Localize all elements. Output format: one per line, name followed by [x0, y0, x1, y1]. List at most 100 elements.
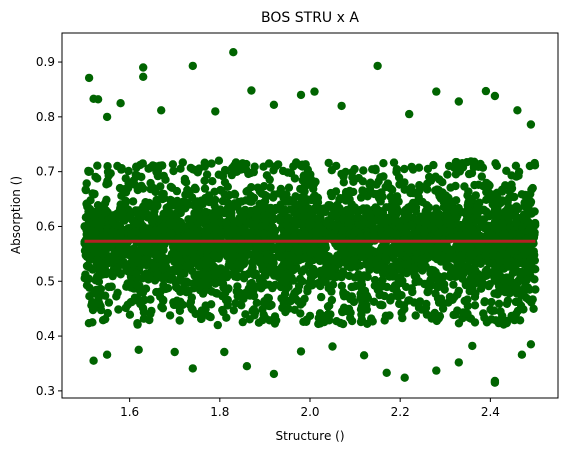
scatter-point	[519, 305, 528, 314]
scatter-point	[431, 267, 440, 277]
scatter-point	[294, 281, 304, 291]
scatter-point	[439, 198, 449, 207]
scatter-point	[290, 223, 299, 232]
scatter-point-outlier	[526, 340, 536, 349]
scatter-point-outlier	[481, 86, 491, 96]
scatter-point	[91, 172, 100, 182]
scatter-point	[338, 267, 347, 276]
scatter-point	[454, 265, 463, 274]
scatter-point	[379, 159, 388, 168]
scatter-point	[431, 172, 440, 181]
scatter-point	[434, 314, 443, 323]
scatter-point	[168, 160, 178, 169]
scatter-point-outlier	[102, 112, 112, 122]
scatter-point-outlier	[211, 107, 220, 116]
scatter-point	[455, 254, 464, 263]
scatter-point	[412, 242, 421, 251]
scatter-point	[368, 317, 377, 326]
scatter-point	[206, 312, 215, 322]
scatter-point	[128, 197, 138, 206]
scatter-point	[146, 184, 155, 194]
scatter-point	[394, 292, 403, 301]
scatter-point	[153, 201, 162, 210]
scatter-point	[447, 220, 456, 229]
scatter-point	[157, 190, 167, 199]
scatter-point-outlier	[247, 86, 256, 95]
scatter-point	[121, 198, 130, 208]
scatter-point	[201, 273, 210, 282]
scatter-point	[311, 227, 320, 236]
scatter-point	[283, 227, 292, 237]
scatter-point	[511, 282, 521, 292]
scatter-point	[264, 293, 273, 303]
scatter-point	[283, 168, 292, 177]
scatter-point	[198, 289, 208, 298]
scatter-point	[502, 251, 511, 260]
scatter-point	[395, 222, 405, 231]
scatter-point-outlier	[517, 350, 527, 359]
scatter-point	[425, 172, 434, 182]
scatter-point	[423, 206, 432, 216]
scatter-point	[253, 206, 262, 216]
scatter-point	[187, 249, 196, 258]
scatter-point	[491, 316, 500, 325]
scatter-point	[198, 199, 207, 209]
scatter-point	[221, 288, 230, 298]
scatter-point	[470, 301, 480, 310]
scatter-point	[387, 263, 396, 273]
scatter-point	[349, 228, 359, 237]
scatter-point	[464, 198, 473, 207]
scatter-point	[507, 204, 516, 213]
scatter-point	[238, 317, 247, 327]
scatter-point	[180, 269, 189, 278]
scatter-point-outlier	[102, 350, 112, 359]
scatter-point	[295, 274, 305, 284]
scatter-point-outlier	[432, 366, 441, 375]
scatter-point	[511, 297, 520, 307]
scatter-point	[516, 271, 525, 280]
scatter-point	[92, 256, 102, 265]
scatter-point	[478, 163, 488, 172]
scatter-point	[306, 175, 316, 184]
scatter-point	[336, 318, 345, 328]
scatter-point	[399, 301, 409, 310]
scatter-point-outlier	[157, 106, 166, 115]
scatter-point	[470, 157, 479, 166]
scatter-point	[438, 178, 447, 187]
scatter-point	[239, 274, 249, 283]
scatter-point-outlier	[310, 87, 319, 96]
scatter-point	[107, 213, 116, 223]
scatter-point	[186, 240, 195, 250]
scatter-point	[92, 208, 102, 218]
scatter-point	[451, 181, 460, 191]
scatter-point	[257, 189, 267, 198]
scatter-point	[132, 163, 141, 172]
scatter-point	[247, 268, 256, 277]
scatter-point	[423, 179, 432, 188]
scatter-point	[103, 308, 113, 318]
scatter-point	[446, 263, 455, 272]
scatter-point	[141, 198, 150, 207]
scatter-point	[267, 224, 276, 233]
scatter-point	[407, 162, 416, 172]
scatter-point-outlier	[116, 99, 125, 108]
scatter-point	[230, 272, 240, 281]
scatter-point	[377, 215, 386, 224]
scatter-point	[184, 261, 194, 270]
scatter-point	[140, 295, 149, 305]
x-tick-label: 2.4	[481, 405, 500, 419]
scatter-point	[459, 231, 468, 240]
scatter-point	[404, 203, 413, 212]
scatter-point	[284, 183, 294, 192]
scatter-point	[365, 209, 374, 218]
scatter-point	[422, 310, 432, 319]
scatter-point	[441, 244, 451, 254]
scatter-point	[182, 198, 191, 207]
scatter-point-outlier	[400, 373, 409, 382]
scatter-point	[404, 212, 413, 222]
scatter-point	[88, 318, 97, 327]
scatter-point	[258, 265, 267, 274]
scatter-point	[482, 318, 492, 327]
scatter-point	[207, 300, 216, 309]
scatter-point	[108, 228, 117, 237]
